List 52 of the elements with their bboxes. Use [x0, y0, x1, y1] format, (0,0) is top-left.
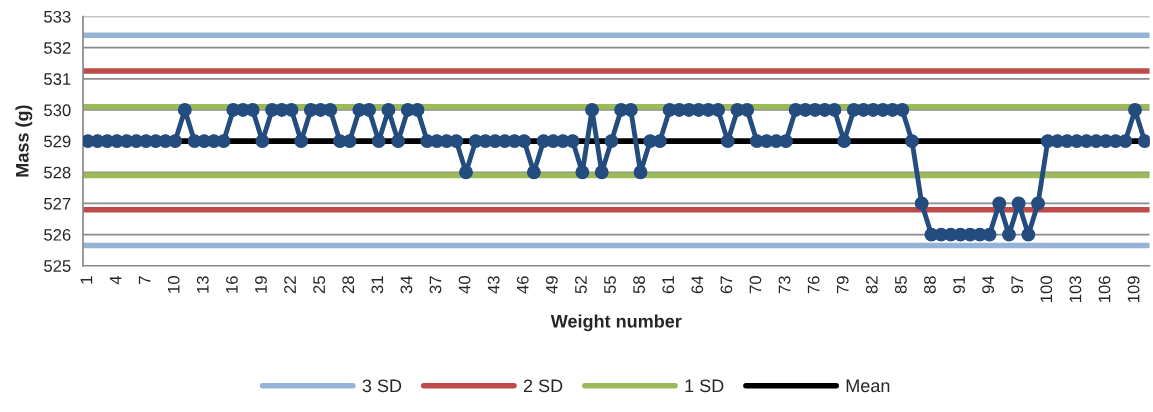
x-tick-label: 73 — [778, 276, 791, 294]
x-tick-label: 82 — [865, 276, 878, 294]
y-tick-label: 530 — [44, 104, 71, 117]
y-tick-label: 532 — [44, 42, 71, 54]
x-tick-label: 43 — [487, 276, 500, 294]
x-tick-label: 31 — [371, 276, 384, 294]
legend-label: Mean — [846, 379, 890, 393]
x-axis-title: Weight number — [550, 314, 682, 332]
x-tick-label: 91 — [953, 276, 965, 294]
y-tick-label: 533 — [44, 10, 71, 23]
x-tick-label: 64 — [691, 275, 704, 294]
legend-label: 3 SD — [362, 379, 402, 393]
x-tick-label: 1 — [80, 276, 93, 284]
x-tick-label: 10 — [167, 276, 180, 293]
x-tick-label: 103 — [1069, 276, 1082, 302]
x-tick-label: 109 — [1127, 276, 1140, 302]
x-tick-label: 55 — [604, 276, 616, 294]
x-tick-label: 94 — [982, 275, 995, 294]
x-tick-label: 40 — [458, 276, 471, 294]
y-tick-label: 531 — [44, 73, 71, 85]
y-tick-label: 527 — [44, 197, 71, 210]
y-tick-label: 528 — [44, 166, 71, 179]
x-tick-label: 85 — [894, 276, 907, 294]
y-tick-label: 529 — [44, 135, 71, 148]
x-tick-label: 37 — [429, 276, 442, 294]
x-tick-label: 34 — [400, 275, 413, 294]
x-tick-label: 49 — [545, 276, 558, 294]
x-tick-label: 25 — [313, 276, 326, 294]
x-tick-label: 28 — [342, 276, 355, 294]
x-tick-label: 76 — [807, 276, 820, 294]
x-tick-label: 13 — [196, 276, 209, 293]
x-tick-label: 106 — [1098, 276, 1111, 302]
x-tick-label: 97 — [1011, 276, 1024, 294]
legend-label: 2 SD — [523, 379, 563, 393]
x-tick-label: 70 — [749, 276, 762, 294]
y-tick-label: 525 — [44, 260, 71, 272]
legend-label: 1 SD — [685, 379, 724, 393]
x-tick-label: 61 — [662, 276, 675, 294]
y-axis-title: Mass (g) — [15, 105, 33, 177]
x-tick-label: 22 — [284, 276, 296, 294]
x-tick-label: 88 — [924, 276, 936, 294]
x-tick-label: 79 — [836, 276, 849, 294]
x-tick-label: 52 — [575, 276, 587, 294]
x-tick-label: 19 — [255, 276, 267, 293]
x-tick-label: 100 — [1040, 276, 1053, 302]
x-tick-label: 16 — [225, 276, 238, 293]
x-tick-label: 7 — [138, 276, 151, 284]
x-tick-label: 58 — [633, 276, 645, 294]
x-tick-label: 46 — [516, 276, 529, 294]
x-tick-label: 4 — [109, 275, 122, 285]
x-tick-label: 67 — [720, 276, 733, 294]
y-tick-label: 526 — [44, 228, 71, 241]
